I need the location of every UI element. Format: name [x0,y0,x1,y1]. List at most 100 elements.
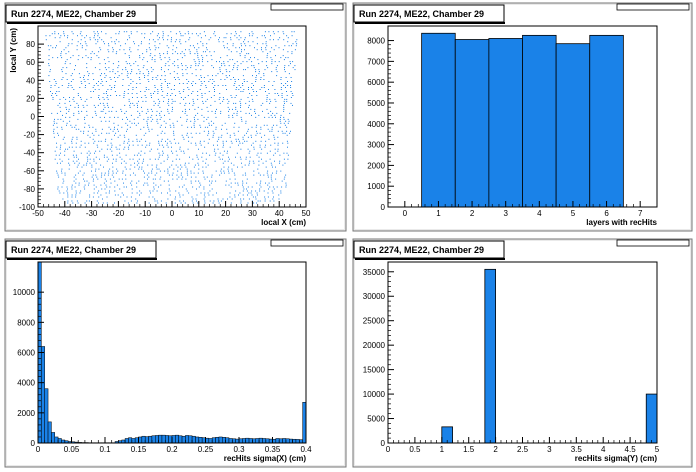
scatter-point [155,166,157,168]
scatter-point [84,188,86,190]
scatter-point [247,136,249,138]
scatter-point [99,150,101,152]
scatter-point [191,136,193,138]
scatter-point [256,124,258,126]
scatter-point [63,49,65,51]
scatter-point [184,104,186,106]
histogram-bar [57,438,62,444]
scatter-point [84,142,86,144]
scatter-point [239,100,241,102]
scatter-point [179,194,181,196]
y-tick-label: 80 [26,40,35,49]
scatter-point [229,71,231,73]
scatter-point [233,132,235,134]
scatter-point [92,138,94,140]
scatter-point [259,89,261,90]
scatter-point [123,186,125,188]
scatter-point [53,136,55,138]
scatter-point [159,55,161,57]
scatter-point [86,162,88,164]
y-tick-label: 25000 [363,317,386,326]
scatter-point [203,188,205,190]
scatter-point [75,142,77,144]
scatter-point [273,136,275,138]
scatter-point [161,95,163,96]
scatter-point [175,190,177,192]
scatter-point [222,158,223,160]
scatter-point [133,118,135,120]
scatter-point [67,35,69,37]
scatter-point [73,114,75,116]
scatter-point [172,49,174,51]
histogram-bar [181,435,186,444]
scatter-point [136,102,138,104]
scatter-point [115,132,117,134]
scatter-point [103,41,105,43]
stats-box [270,239,344,247]
scatter-point [282,132,284,134]
scatter-point [131,71,133,73]
scatter-point [115,172,117,174]
scatter-point [235,31,237,33]
scatter-point [119,134,121,136]
y-tick-label: 4000 [367,120,385,129]
scatter-point [238,140,240,142]
scatter-point [284,45,286,47]
scatter-point [110,95,112,96]
scatter-point [283,85,285,86]
x-tick-label: 4.5 [625,445,637,454]
scatter-point [255,126,257,128]
scatter-point [181,65,183,67]
scatter-point [71,73,73,75]
scatter-point [68,158,70,160]
scatter-point [73,156,75,158]
scatter-point [248,162,250,164]
scatter-point [139,190,141,192]
scatter-point [260,140,262,142]
scatter-point [195,69,197,71]
scatter-point [51,93,53,94]
scatter-point [172,152,174,154]
scatter-point [224,79,226,80]
scatter-point [238,39,240,41]
scatter-point [242,190,244,192]
scatter-point [185,49,186,51]
scatter-point [53,122,55,124]
scatter-point [185,41,187,43]
scatter-point [145,89,147,90]
scatter-point [98,140,100,142]
scatter-point [49,69,51,71]
scatter-point [255,81,257,82]
scatter-point [219,102,221,104]
scatter-point [267,53,269,55]
scatter-point [149,39,150,41]
x-tick-label: 0.3 [233,445,245,454]
scatter-point [201,61,203,63]
scatter-point [60,55,62,57]
scatter-point [157,93,159,94]
scatter-point [95,162,97,164]
scatter-point [108,67,110,69]
scatter-point [135,124,137,126]
scatter-point [255,69,257,71]
scatter-point [238,194,239,196]
scatter-point [192,198,194,200]
scatter-point [209,190,211,192]
scatter-point [212,202,214,204]
scatter-point [246,53,248,55]
scatter-point [232,59,234,61]
scatter-point [150,67,152,69]
scatter-point [130,33,132,35]
scatter-point [167,69,169,71]
scatter-point [75,146,77,148]
histogram-bar [185,435,189,444]
scatter-point [149,55,151,57]
scatter-point [87,134,89,136]
scatter-point [208,122,210,124]
scatter-point [197,106,199,108]
scatter-point [160,124,162,126]
scatter-point [153,93,154,94]
scatter-point [237,166,238,168]
x-tick-label: -20 [113,209,125,218]
scatter-point [115,110,117,112]
